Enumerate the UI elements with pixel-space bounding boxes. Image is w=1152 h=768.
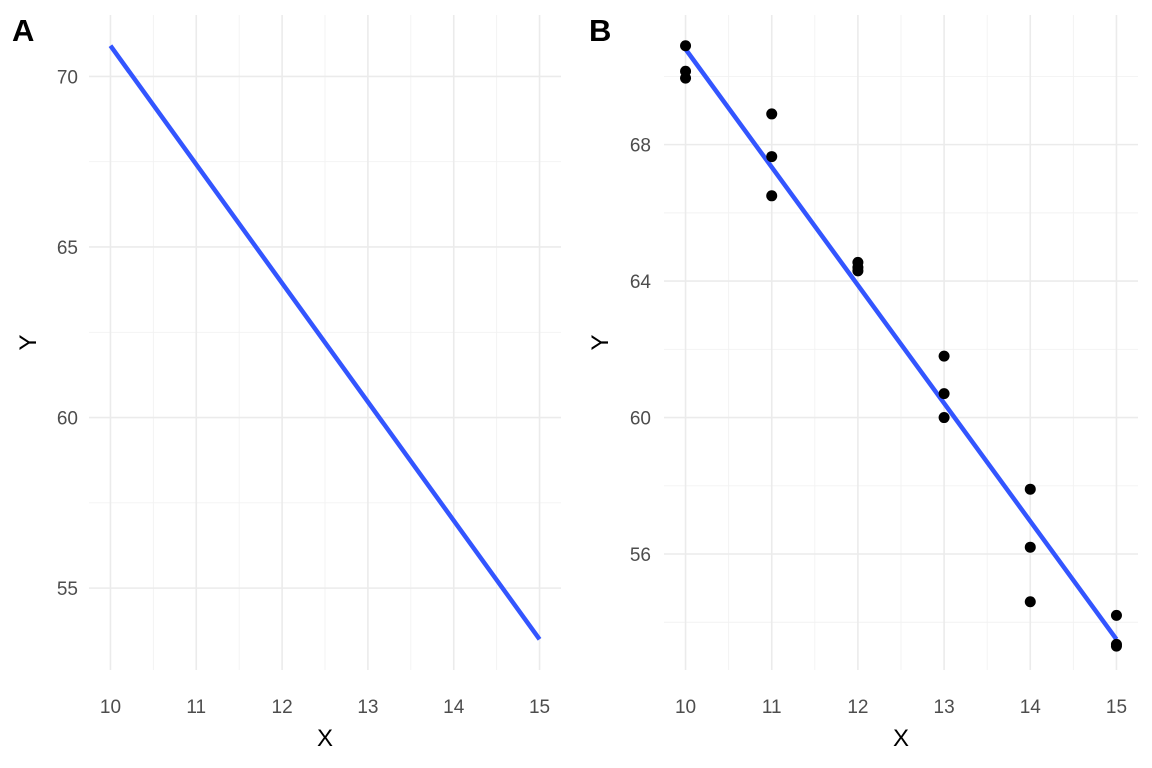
data-point	[680, 72, 692, 84]
x-axis-title: X	[317, 725, 333, 752]
data-point	[938, 388, 950, 400]
y-tick-label: 64	[630, 272, 652, 293]
panel-a-plot: 10 11 12 13 14 15 55 60 65 70 X Y A	[12, 13, 561, 752]
data-point	[766, 190, 778, 202]
data-point	[1024, 541, 1036, 553]
y-tick-label: 60	[57, 409, 78, 430]
data-point	[852, 265, 864, 277]
x-tick-label: 11	[186, 697, 206, 718]
y-axis-title: Y	[15, 334, 42, 350]
y-tick-label: 56	[630, 545, 651, 566]
panel-tag: B	[589, 13, 611, 48]
data-point	[1110, 640, 1122, 652]
x-tick-label: 13	[357, 697, 378, 718]
x-tick-label: 11	[762, 697, 782, 718]
regression-line	[683, 47, 1119, 641]
x-tick-label: 13	[934, 697, 955, 718]
panel-tag: A	[12, 13, 34, 48]
x-tick-label: 12	[847, 697, 868, 718]
x-tick-label: 15	[529, 697, 550, 718]
panel-b-plot: 10 11 12 13 14 15 56 60 64 68 X Y B	[587, 13, 1138, 752]
y-tick-label: 55	[57, 579, 78, 600]
x-tick-label: 14	[443, 697, 465, 718]
y-tick-label: 60	[630, 409, 651, 430]
data-point	[680, 40, 692, 52]
data-point	[766, 151, 778, 163]
data-point	[1110, 609, 1122, 621]
data-point	[938, 350, 950, 362]
y-axis-title: Y	[587, 334, 614, 350]
x-tick-label: 10	[100, 697, 121, 718]
data-point	[766, 108, 778, 120]
x-tick-label: 14	[1020, 697, 1042, 718]
regression-line	[108, 44, 542, 641]
x-tick-label: 15	[1106, 697, 1127, 718]
x-axis-title: X	[893, 725, 909, 752]
x-tick-label: 10	[675, 697, 696, 718]
x-tick-label: 12	[272, 697, 293, 718]
y-tick-label: 70	[57, 67, 78, 88]
y-tick-label: 68	[630, 136, 651, 157]
data-point	[1024, 483, 1036, 495]
y-tick-label: 65	[57, 238, 78, 259]
data-point	[938, 412, 950, 424]
data-point	[1024, 596, 1036, 608]
